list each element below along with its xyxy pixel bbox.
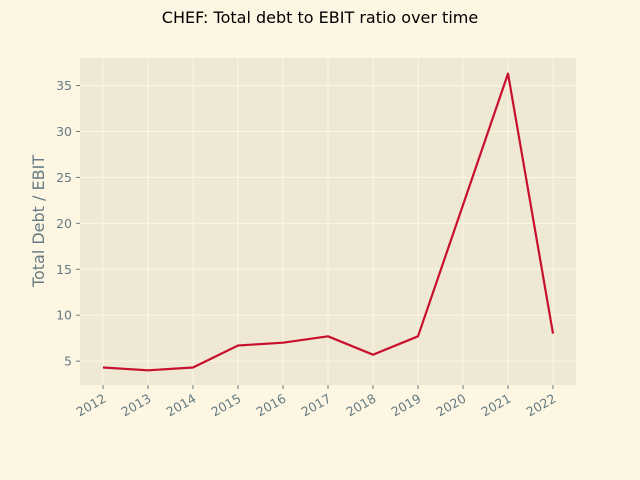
x-tick-label: 2018 [343, 391, 378, 420]
x-tick-label: 2019 [388, 391, 423, 420]
x-axis-ticks: 2012 2013 2014 2015 2016 2017 2018 2019 2020 2021… [73, 385, 559, 420]
x-tick-label: 2012 [73, 391, 108, 420]
y-tick-label: 30 [56, 124, 72, 139]
y-tick-label: 25 [56, 170, 72, 185]
y-axis-ticks: 5 10 15 20 25 30 35 [56, 78, 80, 369]
y-tick-label: 35 [56, 78, 72, 93]
y-tick-label: 10 [56, 308, 72, 323]
x-tick-label: 2013 [118, 391, 153, 420]
x-tick-label: 2021 [478, 391, 513, 420]
y-tick-label: 15 [56, 262, 72, 277]
x-tick-label: 2022 [523, 391, 558, 420]
x-tick-label: 2014 [163, 391, 198, 420]
x-tick-label: 2020 [433, 391, 468, 420]
y-tick-label: 5 [64, 354, 72, 369]
chart-title: CHEF: Total debt to EBIT ratio over time [161, 8, 479, 27]
y-tick-label: 20 [56, 216, 72, 231]
y-axis-label: Total Debt / EBIT [29, 155, 48, 288]
series-layer [102, 72, 555, 372]
x-tick-label: 2017 [298, 391, 333, 420]
grid-lines [80, 58, 576, 385]
x-tick-label: 2015 [208, 391, 243, 420]
x-tick-label: 2016 [253, 391, 288, 420]
series-line [102, 72, 555, 372]
